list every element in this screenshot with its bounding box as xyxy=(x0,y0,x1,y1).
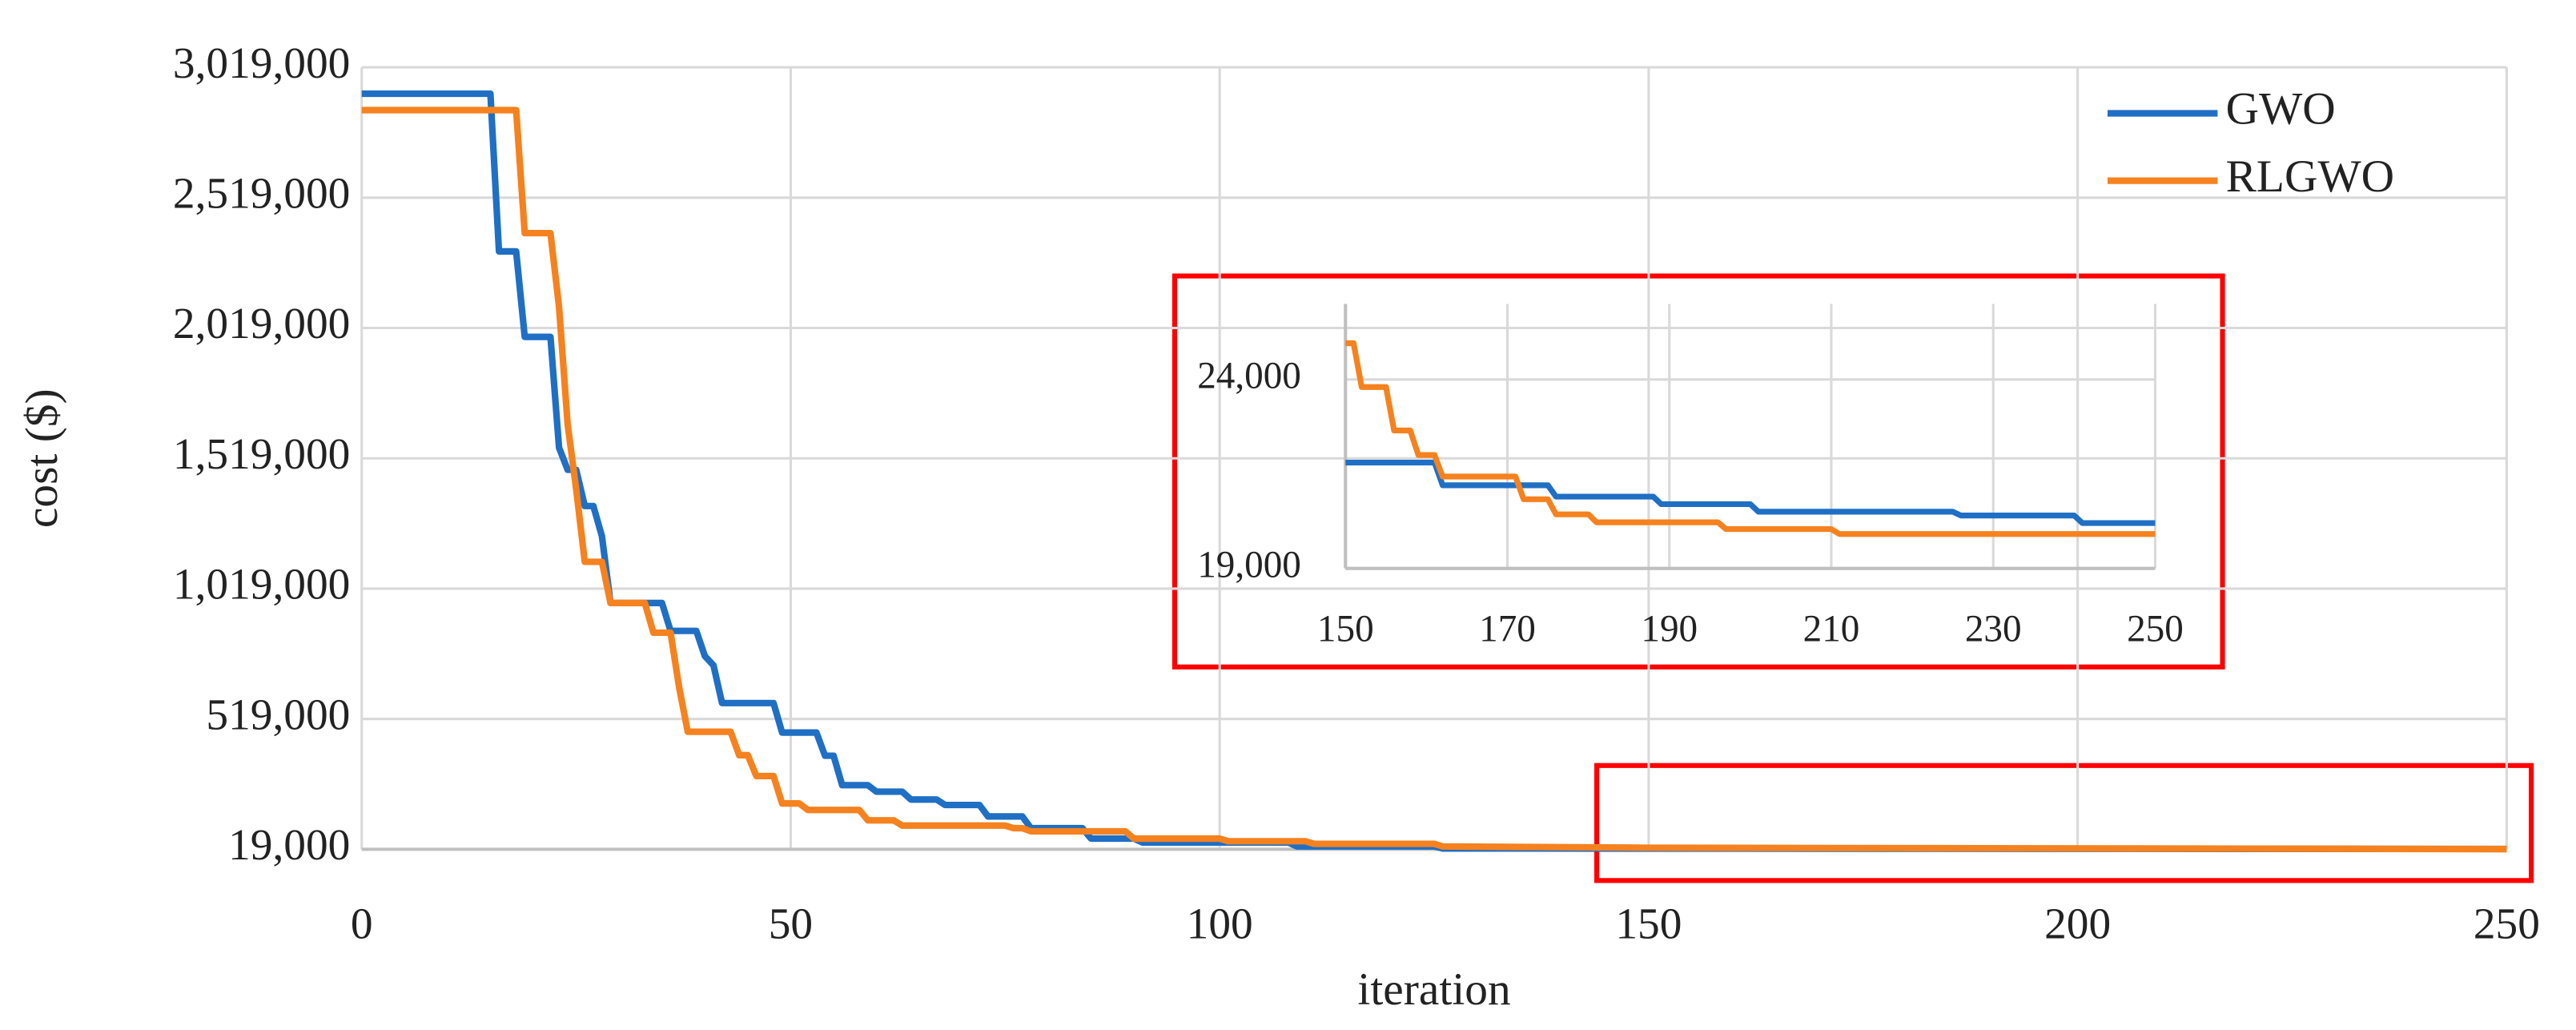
y-tick-label: 519,000 xyxy=(206,690,350,738)
x-tick-label: 250 xyxy=(2474,899,2540,948)
x-tick-label: 230 xyxy=(1965,608,2022,650)
y-tick-label: 19,000 xyxy=(1197,544,1301,585)
zoom-region xyxy=(1594,762,2534,883)
y-tick-label: 3,019,000 xyxy=(173,38,350,87)
x-tick-label: 170 xyxy=(1479,608,1536,650)
y-tick-label: 1,519,000 xyxy=(173,429,350,478)
x-tick-label: 50 xyxy=(769,899,813,948)
x-tick-label: 0 xyxy=(351,899,373,948)
x-tick-label: 200 xyxy=(2044,899,2111,948)
y-tick-label: 24,000 xyxy=(1197,356,1301,397)
series-line xyxy=(1345,340,2156,537)
x-tick-label: 250 xyxy=(2127,608,2184,650)
x-tick-label: 210 xyxy=(1803,608,1860,650)
series-line xyxy=(1345,459,2156,526)
y-tick-label: 1,019,000 xyxy=(173,560,350,609)
x-tick-label: 150 xyxy=(1317,608,1374,650)
series-line xyxy=(361,90,2507,853)
x-tick-label: 190 xyxy=(1641,608,1698,650)
x-axis-label: iteration xyxy=(1357,964,1510,1015)
y-tick-label: 2,019,000 xyxy=(173,299,350,348)
x-tick-label: 100 xyxy=(1187,899,1253,948)
series-line xyxy=(361,107,2507,853)
x-tick-label: 150 xyxy=(1615,899,1682,948)
y-axis-label: cost ($) xyxy=(17,388,67,528)
legend-label: RLGWO xyxy=(2226,151,2394,202)
y-tick-label: 2,519,000 xyxy=(173,169,350,218)
y-tick-label: 19,000 xyxy=(228,820,350,869)
legend-label: GWO xyxy=(2226,84,2336,135)
